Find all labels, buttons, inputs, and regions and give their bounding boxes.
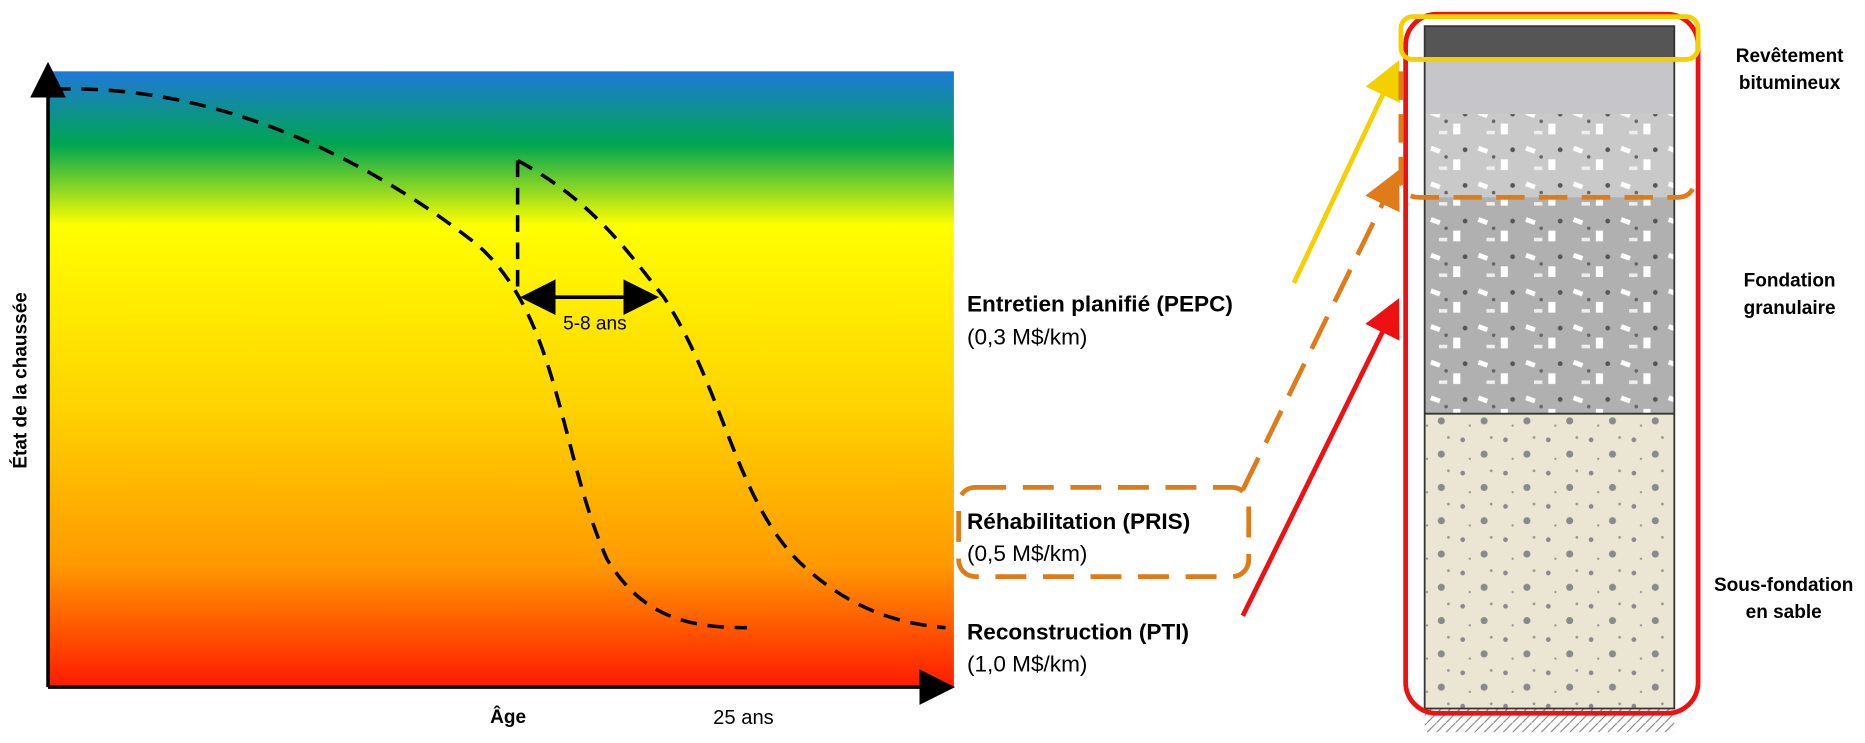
y-axis-label: État de la chaussée <box>10 292 32 469</box>
interval-label: 5-8 ans <box>563 313 626 334</box>
intervention-name: Reconstruction (PTI) <box>967 620 1189 645</box>
x-mark-label: 25 ans <box>713 707 774 729</box>
intervention-cost: (0,5 M$/km) <box>967 541 1087 566</box>
layer-label-line: Fondation <box>1744 271 1836 292</box>
layer-label: Sous-fondation en sable <box>1714 575 1853 623</box>
degradation-curve <box>53 87 748 630</box>
layer-label-line: bitumineux <box>1739 73 1841 94</box>
asphalt-base <box>1424 57 1675 115</box>
pepc-arrow <box>1291 60 1400 284</box>
rehab-box <box>956 485 1252 579</box>
layer-label-line: Revêtement <box>1736 46 1844 67</box>
pti-arrow <box>1240 298 1400 617</box>
condition-gradient <box>48 71 954 688</box>
curves <box>53 87 946 630</box>
layer-label-line: en sable <box>1746 602 1822 623</box>
pris-outline <box>1398 71 1697 200</box>
x-axis-label: Âge <box>490 706 526 728</box>
layer-label-line: Sous-fondation <box>1714 575 1853 596</box>
column-outline <box>1423 25 1676 710</box>
pris-arrow <box>1240 169 1400 491</box>
layer-label: Revêtement bitumineux <box>1736 46 1844 94</box>
intervention-name: Entretien planifié (PEPC) <box>967 291 1233 316</box>
layer-label: Fondation granulaire <box>1744 271 1836 319</box>
intervention-cost: (1,0 M$/km) <box>967 652 1087 677</box>
extended-curve <box>516 158 946 630</box>
granular-texture <box>1424 114 1675 414</box>
pepc-outline <box>1398 14 1701 62</box>
pavement-column <box>1423 25 1676 733</box>
asphalt-top <box>1424 26 1675 58</box>
intervention-name: Réhabilitation (PRIS) <box>967 509 1190 534</box>
layer-label-line: granulaire <box>1744 298 1836 319</box>
sand-texture <box>1424 413 1675 709</box>
intervention-cost: (0,3 M$/km) <box>967 325 1087 350</box>
